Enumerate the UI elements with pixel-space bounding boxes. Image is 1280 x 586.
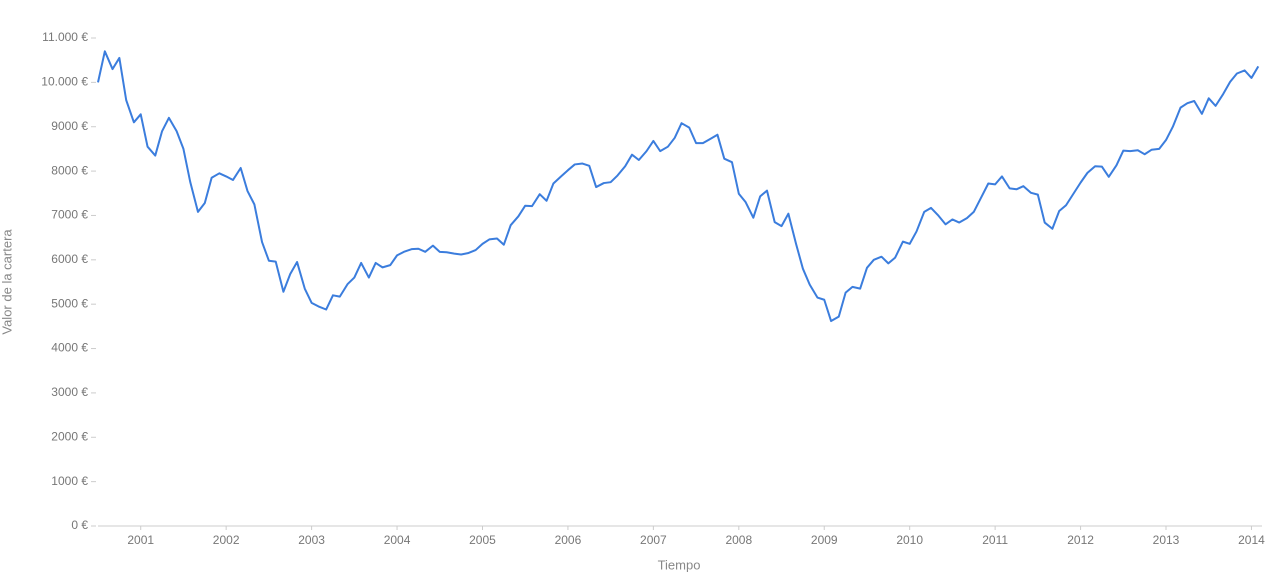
x-tick-label: 2014	[1238, 533, 1265, 547]
x-tick-label: 2007	[640, 533, 667, 547]
y-tick-label: 3000 €	[51, 385, 88, 399]
x-tick-label: 2008	[725, 533, 752, 547]
y-tick-label: 9000 €	[51, 119, 88, 133]
y-tick-label: 5000 €	[51, 296, 88, 310]
x-tick-label: 2013	[1153, 533, 1180, 547]
x-tick-label: 2012	[1067, 533, 1094, 547]
x-axis-title: Tiempo	[658, 557, 701, 572]
x-tick-label: 2001	[127, 533, 154, 547]
y-tick-label: 11.000 €	[42, 30, 88, 44]
x-tick-label: 2011	[982, 533, 1008, 547]
data-line	[97, 50, 1260, 323]
y-tick-label: 2000 €	[51, 429, 88, 443]
x-tick-label: 2004	[384, 533, 411, 547]
y-tick-label: 6000 €	[51, 252, 88, 266]
x-tick-label: 2005	[469, 533, 496, 547]
y-tick-label: 4000 €	[51, 341, 88, 355]
x-tick-label: 2003	[298, 533, 325, 547]
x-tick-label: 2002	[213, 533, 240, 547]
y-axis-title: Valor de la cartera	[0, 229, 14, 335]
x-tick-label: 2006	[555, 533, 582, 547]
y-tick-label: 7000 €	[51, 208, 88, 222]
y-tick-label: 1000 €	[51, 474, 88, 488]
y-tick-label: 8000 €	[51, 163, 88, 177]
x-tick-label: 2010	[896, 533, 923, 547]
y-tick-label: 0 €	[71, 518, 88, 532]
y-tick-label: 10.000 €	[41, 75, 88, 89]
x-tick-label: 2009	[811, 533, 838, 547]
